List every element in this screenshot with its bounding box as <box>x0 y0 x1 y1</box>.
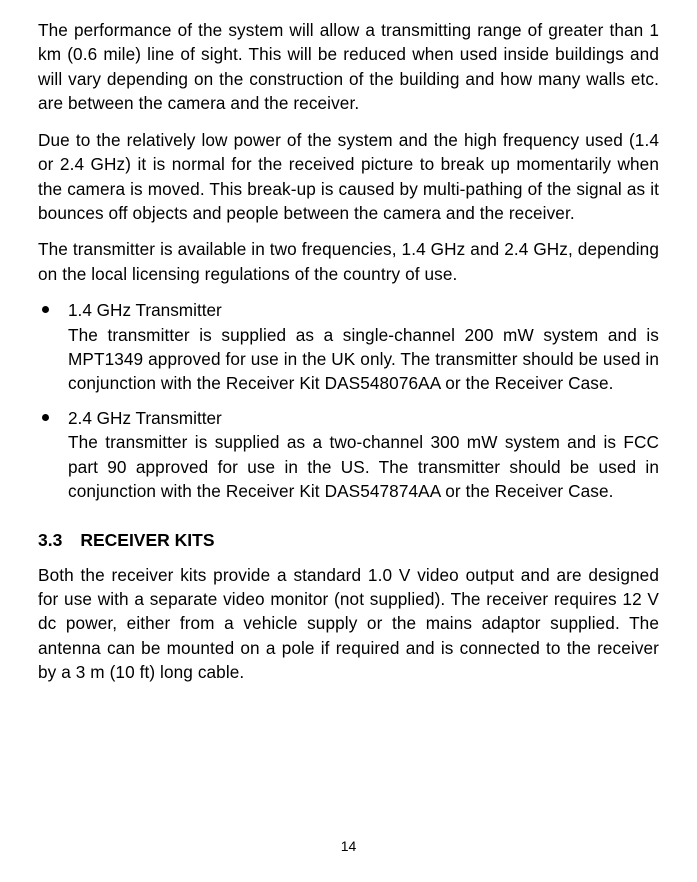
paragraph-2: Due to the relatively low power of the s… <box>38 128 659 226</box>
section-body: Both the receiver kits provide a standar… <box>38 563 659 685</box>
bullet-body-2: The transmitter is supplied as a two-cha… <box>68 430 659 503</box>
section-number: 3.3 <box>38 530 62 551</box>
bullet-title-1: 1.4 GHz Transmitter <box>68 298 659 322</box>
bullet-icon <box>42 414 49 421</box>
bullet-title-2: 2.4 GHz Transmitter <box>68 406 659 430</box>
bullet-icon <box>42 306 49 313</box>
paragraph-3: The transmitter is available in two freq… <box>38 237 659 286</box>
section-heading: 3.3 RECEIVER KITS <box>38 530 659 551</box>
paragraph-1: The performance of the system will allow… <box>38 18 659 116</box>
page-number: 14 <box>0 838 697 854</box>
list-item: 1.4 GHz Transmitter The transmitter is s… <box>38 298 659 396</box>
bullet-body-1: The transmitter is supplied as a single-… <box>68 323 659 396</box>
section-title: RECEIVER KITS <box>80 530 214 550</box>
list-item: 2.4 GHz Transmitter The transmitter is s… <box>38 406 659 504</box>
transmitter-list: 1.4 GHz Transmitter The transmitter is s… <box>38 298 659 503</box>
